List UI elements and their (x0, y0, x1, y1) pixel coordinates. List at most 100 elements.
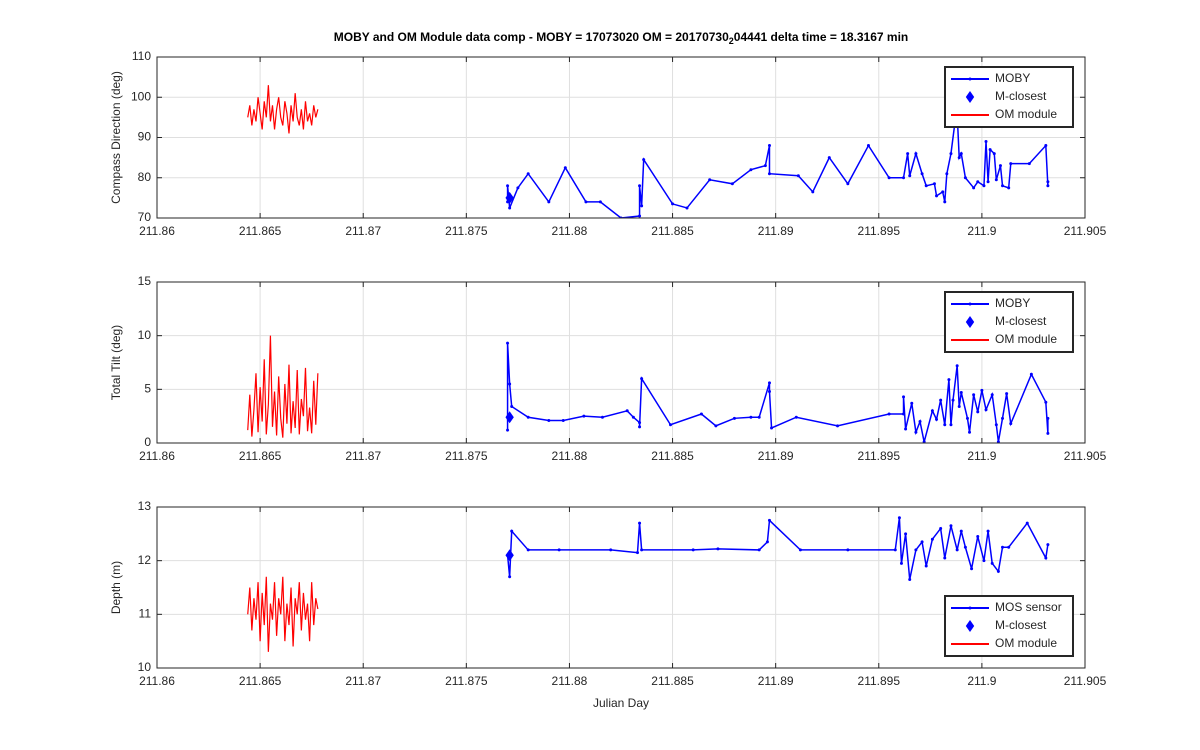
data-point (990, 393, 994, 397)
legend-marker (965, 620, 975, 632)
x-tick-label: 211.89 (758, 674, 794, 688)
x-tick-label: 211.89 (758, 449, 794, 463)
data-point (980, 388, 984, 392)
data-point (866, 144, 870, 148)
data-point (1046, 416, 1050, 420)
data-point (932, 182, 936, 186)
data-point (714, 424, 718, 428)
data-point (1009, 422, 1013, 426)
data-point (638, 521, 642, 525)
data-point (924, 564, 928, 568)
data-point (798, 548, 802, 552)
data-point (640, 548, 644, 552)
data-point (767, 389, 771, 393)
data-point (914, 548, 918, 552)
data-point (902, 412, 906, 416)
data-point (846, 182, 850, 186)
legend-label: OM module (995, 332, 1057, 346)
data-point (918, 420, 922, 424)
x-tick-label: 211.86 (139, 224, 175, 238)
data-point (508, 206, 512, 210)
data-point (976, 410, 980, 414)
data-point (908, 577, 912, 581)
title-part: 04441 delta time = 18.3167 min (734, 30, 908, 44)
data-point (506, 428, 510, 432)
data-point (668, 423, 672, 427)
data-point (887, 176, 891, 180)
data-point (988, 148, 992, 152)
data-point (796, 174, 800, 178)
data-point (685, 206, 689, 210)
x-tick-label: 211.9 (967, 449, 996, 463)
x-tick-label: 211.905 (1064, 674, 1107, 688)
x-tick-label: 211.865 (239, 224, 282, 238)
x-tick-label: 211.895 (858, 674, 901, 688)
x-tick-label: 211.86 (139, 674, 175, 688)
data-point (984, 408, 988, 412)
data-point (887, 412, 891, 416)
data-point (1044, 400, 1048, 404)
x-tick-label: 211.885 (651, 449, 694, 463)
x-tick-label: 211.88 (552, 674, 588, 688)
x-tick-label: 211.9 (967, 674, 996, 688)
closest-marker (505, 411, 514, 424)
data-point (600, 415, 604, 419)
data-point (598, 200, 602, 204)
data-point (1029, 372, 1033, 376)
data-point (749, 415, 753, 419)
data-point (767, 144, 771, 148)
legend-marker (968, 77, 972, 81)
x-tick-label: 211.88 (552, 449, 588, 463)
data-point (1001, 416, 1005, 420)
y-tick-label: 110 (132, 49, 151, 63)
data-point (635, 551, 639, 555)
x-tick-label: 211.875 (445, 674, 488, 688)
data-point (957, 156, 961, 160)
data-point (968, 430, 972, 434)
data-point (609, 548, 613, 552)
data-point (986, 180, 990, 184)
legend-marker (965, 316, 975, 328)
data-point (994, 423, 998, 427)
data-point (924, 184, 928, 188)
data-point (638, 214, 642, 218)
legend-marker (965, 91, 975, 103)
data-point (902, 176, 906, 180)
data-point (557, 548, 561, 552)
data-point (986, 529, 990, 533)
data-point (516, 186, 520, 190)
data-point (963, 545, 967, 549)
data-point (972, 186, 976, 190)
data-point (893, 548, 897, 552)
data-point (767, 172, 771, 176)
data-point (508, 382, 512, 386)
data-point (1046, 543, 1050, 547)
data-point (625, 409, 629, 413)
x-tick-label: 211.905 (1064, 449, 1107, 463)
data-point (767, 518, 771, 522)
x-axis-label: Julian Day (593, 696, 649, 710)
legend-marker (968, 302, 972, 306)
data-point (949, 423, 953, 427)
data-point (767, 381, 771, 385)
data-point (945, 172, 949, 176)
data-point (716, 547, 720, 551)
data-point (638, 425, 642, 429)
y-tick-label: 10 (138, 660, 152, 674)
data-point (959, 152, 963, 156)
data-point (994, 178, 998, 182)
y-tick-label: 90 (138, 130, 152, 144)
x-tick-label: 211.865 (239, 449, 282, 463)
data-point (631, 415, 635, 419)
data-point (908, 174, 912, 178)
data-point (998, 164, 1002, 168)
data-point (996, 440, 1000, 443)
x-tick-label: 211.895 (858, 224, 901, 238)
data-point (584, 200, 588, 204)
data-point (947, 378, 951, 382)
data-point (943, 556, 947, 560)
data-point (1046, 184, 1050, 188)
data-point (757, 415, 761, 419)
data-point (951, 398, 955, 402)
data-point (1027, 162, 1031, 166)
